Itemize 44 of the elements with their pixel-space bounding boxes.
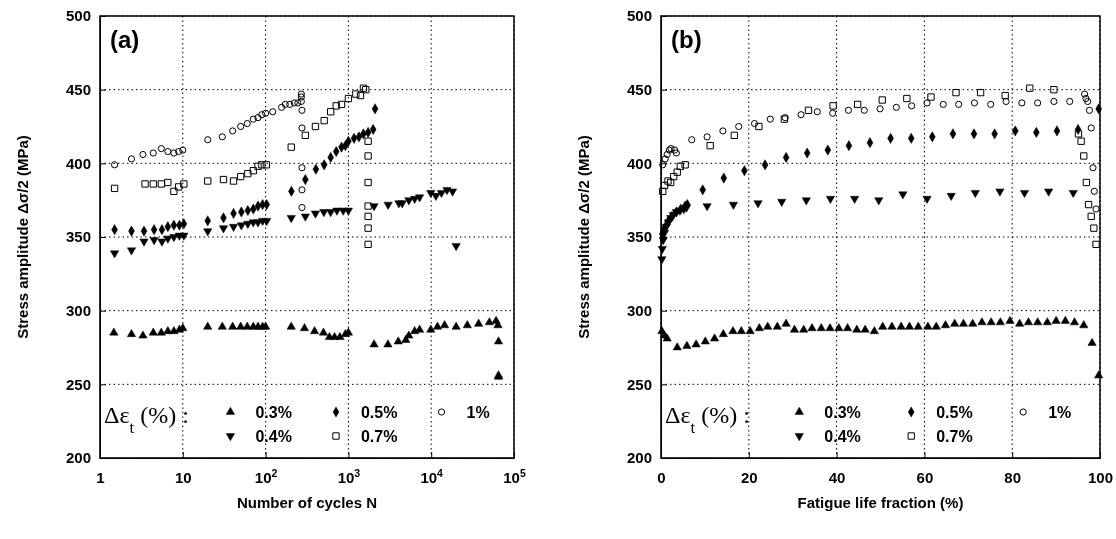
legend-label: 0.5%	[360, 404, 398, 421]
legend-title: Δε$_{t}$ (%) :	[665, 402, 750, 437]
y-tick-label: 400	[65, 154, 91, 172]
x-tick-label: 1	[96, 468, 105, 486]
x-tick-label: 100	[1087, 468, 1114, 486]
chart-title: (a)	[110, 26, 140, 53]
y-tick-label: 350	[626, 228, 652, 246]
y-tick-label: 250	[626, 375, 652, 393]
y-tick-label: 400	[626, 154, 652, 172]
x-tick-label: 0	[657, 468, 666, 486]
x-axis-title: Number of cycles N	[236, 494, 378, 511]
y-tick-label: 500	[65, 7, 91, 25]
x-tick-label: 10$^{3}$	[337, 466, 361, 486]
y-tick-label: 300	[65, 301, 91, 319]
x-axis-title: Fatigue life fraction (%)	[797, 494, 964, 511]
x-tick-label: 80	[1004, 468, 1022, 486]
x-tick-label: 10$^{4}$	[420, 466, 444, 486]
y-tick-label: 450	[626, 80, 652, 98]
y-tick-label: 350	[65, 228, 91, 246]
legend-label: 1%	[1048, 404, 1072, 421]
legend-label: 0.3%	[255, 404, 292, 421]
legend-label: 0.4%	[824, 428, 861, 445]
y-tick-label: 200	[65, 449, 91, 467]
legend-label: 0.5%	[936, 404, 973, 421]
legend-label: 0.7%	[360, 428, 398, 445]
x-tick-label: 10$^{5}$	[503, 466, 526, 486]
y-tick-label: 200	[626, 449, 652, 467]
x-tick-label: 60	[916, 468, 934, 486]
legend-label: 0.7%	[936, 428, 973, 445]
x-tick-label: 20	[740, 468, 758, 486]
y-axis-title: Stress amplitude Δσ/2 (MPa)	[14, 135, 31, 339]
legend-label: 0.4%	[255, 428, 292, 445]
y-tick-label: 500	[626, 7, 652, 25]
legend-label: 1%	[466, 404, 490, 421]
legend-label: 0.3%	[824, 404, 861, 421]
y-axis-title: Stress amplitude Δσ/2 (MPa)	[575, 135, 592, 339]
x-tick-label: 10	[174, 468, 192, 486]
y-tick-label: 450	[65, 80, 91, 98]
x-tick-label: 10$^{2}$	[254, 466, 278, 486]
y-tick-label: 250	[65, 375, 91, 393]
legend-title: Δε$_{t}$ (%) :	[104, 402, 189, 437]
chart-title: (b)	[671, 26, 702, 53]
x-tick-label: 40	[828, 468, 846, 486]
y-tick-label: 300	[626, 301, 652, 319]
